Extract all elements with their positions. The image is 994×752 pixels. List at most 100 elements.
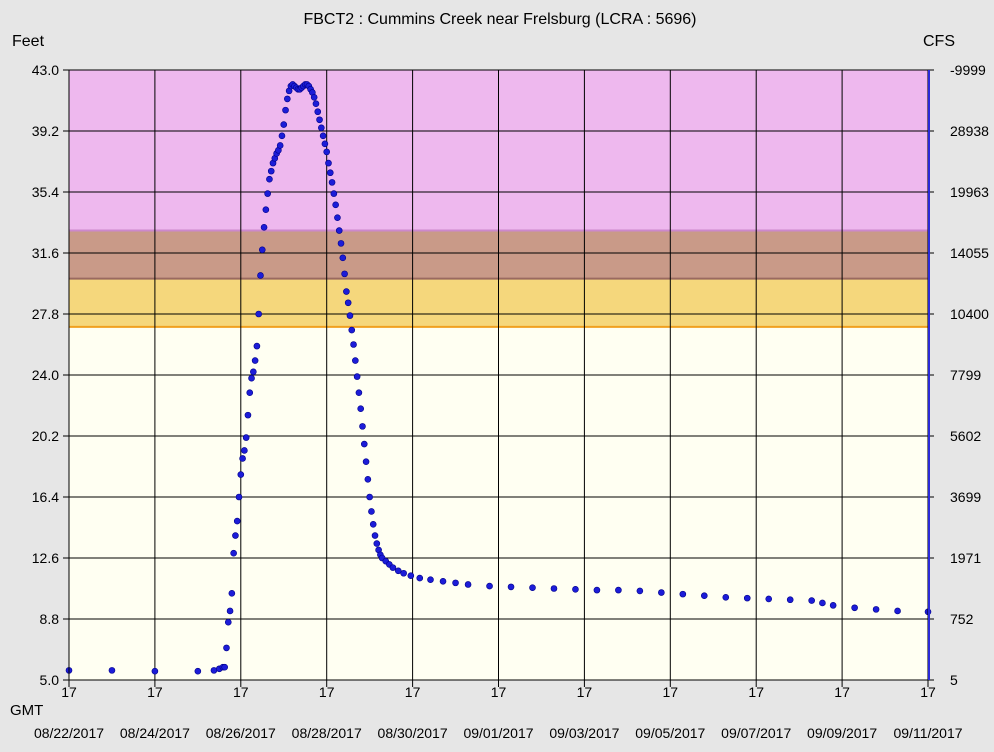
- data-point: [894, 607, 901, 615]
- data-point: [364, 476, 372, 483]
- data-point: [325, 159, 332, 167]
- y2-tick-label: 10400: [950, 306, 989, 322]
- data-point: [237, 471, 245, 478]
- data-point: [368, 508, 375, 515]
- data-point: [572, 586, 579, 593]
- data-point: [339, 254, 347, 262]
- data-point: [194, 667, 202, 675]
- x-tick-label-date: 09/01/2017: [463, 725, 533, 741]
- data-point: [851, 604, 858, 612]
- data-point: [262, 206, 270, 213]
- data-point: [246, 389, 254, 396]
- y2-tick-label: 752: [950, 611, 974, 627]
- data-point: [230, 549, 237, 557]
- x-axis-ticks: 17 08/22/2017 17 08/24/2017 17 08/26/2017 17 08…: [34, 680, 963, 741]
- data-point: [257, 272, 264, 279]
- data-point: [318, 124, 325, 132]
- y-tick-label: 12.6: [32, 550, 59, 566]
- data-point: [223, 644, 230, 652]
- x-tick-label-hour: 17: [663, 684, 679, 700]
- data-point: [316, 116, 323, 124]
- data-point: [371, 532, 379, 539]
- data-point: [359, 423, 366, 430]
- plot-frame: [68, 69, 930, 681]
- stage-series: [65, 81, 932, 675]
- x-tick-label-date: 09/11/2017: [893, 725, 962, 741]
- data-point: [394, 567, 402, 575]
- x-tick-label-hour: 17: [147, 684, 163, 700]
- data-point: [248, 374, 255, 382]
- data-point: [224, 618, 232, 626]
- data-point: [373, 540, 381, 547]
- x-tick-label-hour: 17: [405, 684, 421, 700]
- data-point: [282, 106, 289, 114]
- y2-tick-label: 5: [950, 672, 958, 688]
- data-point: [357, 405, 365, 413]
- y2-tick-label: 1971: [950, 550, 981, 566]
- data-point: [278, 132, 286, 140]
- data-point: [507, 583, 515, 591]
- data-point: [348, 326, 356, 334]
- y-tick-label: 31.6: [32, 245, 59, 261]
- data-point: [765, 595, 773, 603]
- x-tick-label-hour: 17: [748, 684, 764, 700]
- data-point: [253, 342, 261, 350]
- data-point: [151, 667, 159, 675]
- data-point: [335, 227, 343, 234]
- data-point: [407, 572, 415, 579]
- data-point: [360, 440, 368, 448]
- data-point: [400, 569, 407, 577]
- data-point: [321, 140, 329, 148]
- data-point: [829, 602, 837, 609]
- data-point: [235, 493, 243, 501]
- x-tick-label-hour: 17: [491, 684, 507, 700]
- data-point: [819, 599, 826, 607]
- data-point: [242, 434, 250, 441]
- data-point: [352, 357, 359, 364]
- x-tick-label-date: 09/07/2017: [721, 725, 791, 741]
- data-point: [369, 520, 377, 528]
- data-point: [701, 592, 708, 600]
- x-tick-label-date: 08/22/2017: [34, 725, 104, 741]
- x-tick-label-date: 09/03/2017: [549, 725, 619, 741]
- data-point: [786, 596, 794, 604]
- data-point: [250, 368, 257, 376]
- data-point: [872, 606, 880, 613]
- data-point: [276, 142, 284, 149]
- data-point: [228, 590, 236, 597]
- data-point: [332, 201, 339, 209]
- data-point: [658, 589, 665, 596]
- data-point: [344, 299, 352, 307]
- data-point: [319, 132, 327, 140]
- data-point: [232, 532, 239, 539]
- y2-axis-label: CFS: [923, 33, 955, 50]
- x-tick-label-date: 08/26/2017: [206, 725, 276, 741]
- data-point: [529, 584, 536, 591]
- data-point: [314, 108, 322, 116]
- data-point: [343, 288, 350, 295]
- data-point: [416, 574, 424, 582]
- data-point: [239, 455, 246, 462]
- data-point: [108, 667, 116, 674]
- data-point: [636, 587, 644, 595]
- data-point: [280, 121, 288, 128]
- data-point: [326, 169, 334, 177]
- data-point: [312, 100, 320, 108]
- y2-tick-label: 3699: [950, 489, 981, 505]
- data-point: [233, 517, 241, 525]
- data-point: [323, 148, 331, 156]
- data-point: [486, 582, 493, 590]
- data-point: [260, 224, 268, 231]
- y-tick-label: 39.2: [32, 123, 59, 139]
- data-point: [362, 458, 370, 465]
- data-point: [244, 411, 252, 419]
- data-point: [350, 341, 357, 348]
- data-point: [330, 190, 338, 197]
- data-point: [615, 586, 622, 594]
- data-point: [722, 594, 730, 601]
- y-tick-label: 27.8: [32, 306, 59, 322]
- x-tick-label-date: 08/28/2017: [292, 725, 362, 741]
- data-point: [550, 585, 558, 592]
- data-point: [210, 667, 218, 674]
